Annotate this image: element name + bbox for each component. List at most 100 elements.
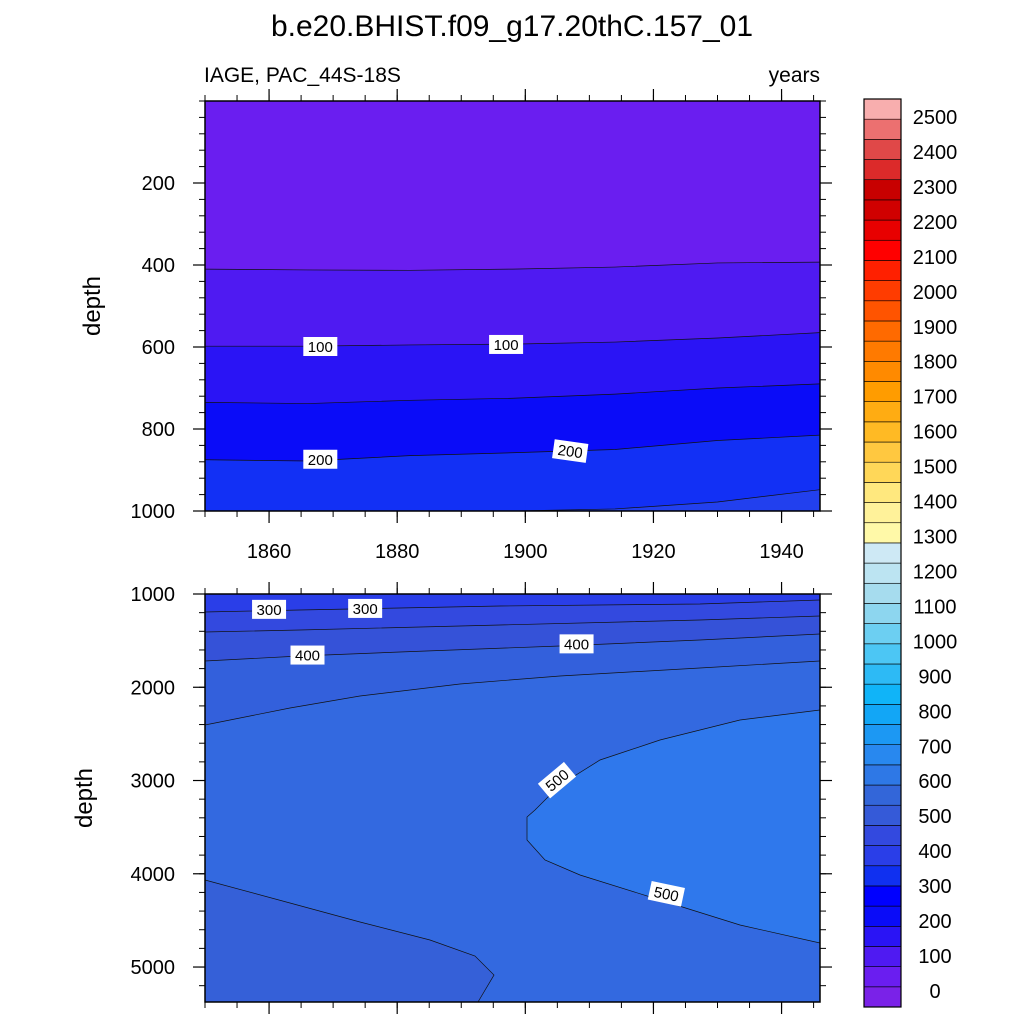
x-tick-label: 1860	[247, 541, 292, 563]
plot-frame	[204, 100, 821, 512]
colorbar-swatch	[863, 804, 902, 826]
colorbar-label: 2100	[913, 247, 958, 269]
colorbar-label: 2400	[913, 142, 958, 164]
colorbar-swatch	[863, 340, 902, 362]
colorbar-label: 1300	[913, 527, 958, 549]
colorbar-swatch	[863, 986, 902, 1008]
colorbar-swatch	[863, 441, 902, 463]
x-tick-label: 1880	[375, 541, 420, 563]
x-tick-label: 1920	[631, 541, 676, 563]
colorbar-label: 100	[918, 946, 951, 968]
contour-label: 300	[348, 598, 383, 618]
contour-band-200	[205, 435, 820, 511]
colorbar-swatch	[863, 704, 902, 725]
contour-label: 100	[303, 337, 338, 356]
colorbar-label: 1600	[913, 422, 958, 444]
colorbar-swatch	[863, 683, 902, 705]
colorbar-swatch	[863, 482, 902, 503]
colorbar-label: 2000	[913, 282, 958, 304]
colorbar-swatch	[863, 179, 902, 201]
y-tick-label: 800	[142, 419, 175, 441]
contour-band-400	[205, 616, 820, 661]
svg-text:300: 300	[257, 602, 282, 619]
colorbar-label: 400	[918, 841, 951, 863]
contour-label: 400	[559, 634, 594, 654]
colorbar-label: 1500	[913, 457, 958, 479]
colorbar-swatch	[863, 401, 902, 423]
colorbar-swatch	[863, 946, 902, 967]
colorbar-swatch	[863, 925, 902, 947]
colorbar-label: 900	[918, 666, 951, 688]
y-tick-label: 200	[142, 173, 175, 195]
x-tick-label: 1900	[503, 541, 548, 563]
y-tick-label: 2000	[131, 677, 176, 699]
colorbar-swatch	[863, 562, 902, 584]
colorbar-swatch	[863, 361, 902, 382]
colorbar-label: 500	[918, 806, 951, 828]
colorbar-swatch	[863, 199, 902, 221]
colorbar-swatch	[863, 764, 902, 786]
x-tick-label: 1940	[759, 541, 804, 563]
contour-label: 500	[647, 880, 685, 907]
colorbar-swatch	[863, 381, 902, 402]
colorbar-label: 200	[918, 911, 951, 933]
colorbar-swatch	[863, 582, 902, 604]
svg-text:200: 200	[557, 442, 584, 462]
colorbar-swatch	[863, 461, 902, 483]
colorbar-label: 800	[918, 701, 951, 723]
colorbar-swatch	[863, 885, 902, 907]
y-tick-label: 1000	[131, 501, 176, 523]
colorbar-label: 1700	[913, 387, 958, 409]
plot-frame	[204, 593, 821, 1003]
colorbar-label: 1100	[913, 596, 956, 618]
svg-text:400: 400	[564, 636, 589, 653]
colorbar-swatch	[863, 118, 902, 140]
svg-text:100: 100	[308, 339, 333, 356]
y-axis-label: depth	[79, 276, 106, 336]
svg-text:300: 300	[353, 601, 378, 618]
chart-title: b.e20.BHIST.f09_g17.20thC.157_01	[271, 10, 753, 43]
colorbar-swatch	[863, 825, 902, 846]
colorbar-swatch	[863, 845, 902, 867]
svg-text:100: 100	[494, 337, 519, 354]
colorbar-label: 700	[918, 736, 951, 758]
upper-depth-panel: 100 100 200 200 1860 1880 1900 1920 1940 200 400 60…	[79, 89, 832, 563]
contour-line	[204, 660, 821, 726]
colorbar-swatch	[863, 905, 902, 927]
colorbar-label: 600	[918, 771, 951, 793]
contour-band-550	[527, 710, 820, 943]
colorbar-label: 1800	[913, 352, 958, 374]
colorbar-label: 1200	[913, 561, 958, 583]
lower-depth-panel: 1000 2000 3000 4000 5000 depth 300 300 400 400 500…	[71, 582, 832, 1014]
colorbar-swatch	[863, 421, 902, 443]
colorbar-swatch	[863, 603, 902, 624]
colorbar-label: 2500	[913, 107, 958, 129]
subtitle-units: years	[769, 64, 820, 87]
contour-line-50	[204, 261, 821, 271]
colorbar-swatch	[863, 663, 902, 685]
colorbar-swatch	[863, 260, 902, 281]
colorbar-swatch	[863, 139, 902, 160]
contour-line	[204, 633, 821, 662]
contour-line-150	[204, 383, 821, 404]
svg-text:400: 400	[295, 648, 320, 665]
contour-label: 300	[252, 599, 287, 619]
colorbar-swatch	[863, 744, 902, 766]
y-tick-label: 1000	[131, 584, 176, 606]
colorbar-swatch	[863, 542, 902, 564]
contour-band-deep-450	[205, 880, 494, 1002]
subtitle-left: IAGE, PAC_44S-18S	[204, 64, 401, 87]
contour-band-350	[205, 600, 820, 632]
colorbar-swatch	[863, 502, 902, 524]
colorbar-swatch	[863, 239, 902, 261]
colorbar-swatch	[863, 865, 902, 887]
colorbar-swatch	[863, 522, 902, 544]
colorbar-label: 1000	[913, 631, 958, 653]
colorbar-label: 2300	[913, 177, 958, 199]
contour-label: 200	[303, 449, 338, 469]
y-axis-label: depth	[71, 768, 98, 828]
colorbar-swatch	[863, 724, 902, 745]
y-tick-label: 4000	[131, 864, 176, 886]
colorbar-label: 2200	[913, 212, 958, 234]
svg-text:500: 500	[652, 884, 680, 906]
